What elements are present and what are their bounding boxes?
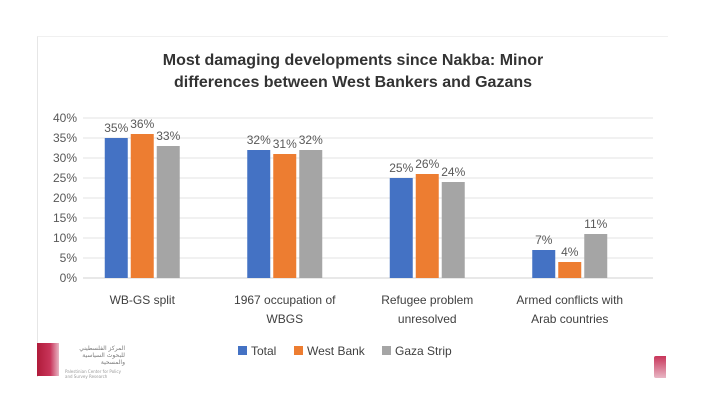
data-labels: 35% 36%33% 32% 31% 32% 25% 26%24% 7% 4% 11% [104, 117, 607, 259]
legend-swatch [238, 346, 247, 355]
legend-label: West Bank [307, 344, 366, 358]
chart-title-line: differences between West Bankers and Gaz… [174, 74, 532, 91]
bar [156, 146, 180, 278]
data-label: 24% [441, 165, 465, 179]
data-label: 32% [299, 133, 323, 147]
bar [584, 234, 608, 278]
bar [441, 182, 465, 278]
y-tick-label: 35% [53, 131, 77, 145]
x-axis-categories: WB-GS split 1967 occupation of WBGS Refugee… [110, 293, 624, 326]
category-label: Arab countries [531, 312, 608, 326]
bar [415, 174, 439, 278]
data-label: 31% [273, 137, 297, 151]
legend-label: Gaza Strip [395, 344, 452, 358]
data-label: 26% [415, 157, 439, 171]
bar-chart: Most damaging developments since Nakba: … [53, 52, 653, 358]
y-tick-label: 40% [53, 111, 77, 125]
y-tick-label: 30% [53, 151, 77, 165]
logo-english-text: Palestinian Center for Policy and Survey… [65, 369, 121, 379]
y-tick-label: 20% [53, 191, 77, 205]
data-label: 32% [247, 133, 271, 147]
y-tick-label: 15% [53, 211, 77, 225]
category-label: Armed conflicts with [516, 293, 623, 307]
bars [104, 134, 608, 278]
category-label: 1967 occupation of [234, 293, 336, 307]
legend-swatch [294, 346, 303, 355]
legend-swatch [382, 346, 391, 355]
data-label: 35% [104, 121, 128, 135]
category-label: Refugee problem [381, 293, 473, 307]
data-label: 36% [130, 117, 154, 131]
chart-title: Most damaging developments since Nakba: … [163, 52, 544, 91]
legend-label: Total [251, 344, 276, 358]
y-tick-label: 10% [53, 231, 77, 245]
chart-card: Most damaging developments since Nakba: … [37, 36, 668, 377]
pcpsr-logo: المركز الفلسطيني للبحوث السياسية والمسحي… [37, 343, 125, 379]
logo-mark [37, 343, 59, 376]
data-label: 25% [389, 161, 413, 175]
y-axis-ticks: 0% 5% 10% 15% 20% 25% 30% 35% 40% [53, 111, 77, 285]
category-label: WB-GS split [110, 293, 176, 307]
y-tick-label: 25% [53, 171, 77, 185]
y-tick-label: 0% [60, 271, 78, 285]
category-label: unresolved [398, 312, 457, 326]
bar [247, 150, 271, 278]
data-label: 33% [156, 129, 180, 143]
category-label: WBGS [266, 312, 303, 326]
y-tick-label: 5% [60, 251, 78, 265]
bar [532, 250, 556, 278]
bar [130, 134, 154, 278]
bar [299, 150, 323, 278]
data-label: 4% [561, 245, 579, 259]
bar [389, 178, 413, 278]
chart-title-line: Most damaging developments since Nakba: … [163, 52, 544, 69]
legend: Total West Bank Gaza Strip [238, 344, 452, 358]
bar [273, 154, 297, 278]
logo-arabic-text: المركز الفلسطيني للبحوث السياسية والمسحي… [79, 345, 125, 366]
logo-mark-right [654, 356, 666, 378]
data-label: 7% [535, 233, 553, 247]
bar [104, 138, 128, 278]
bar [558, 262, 582, 278]
data-label: 11% [584, 217, 607, 231]
